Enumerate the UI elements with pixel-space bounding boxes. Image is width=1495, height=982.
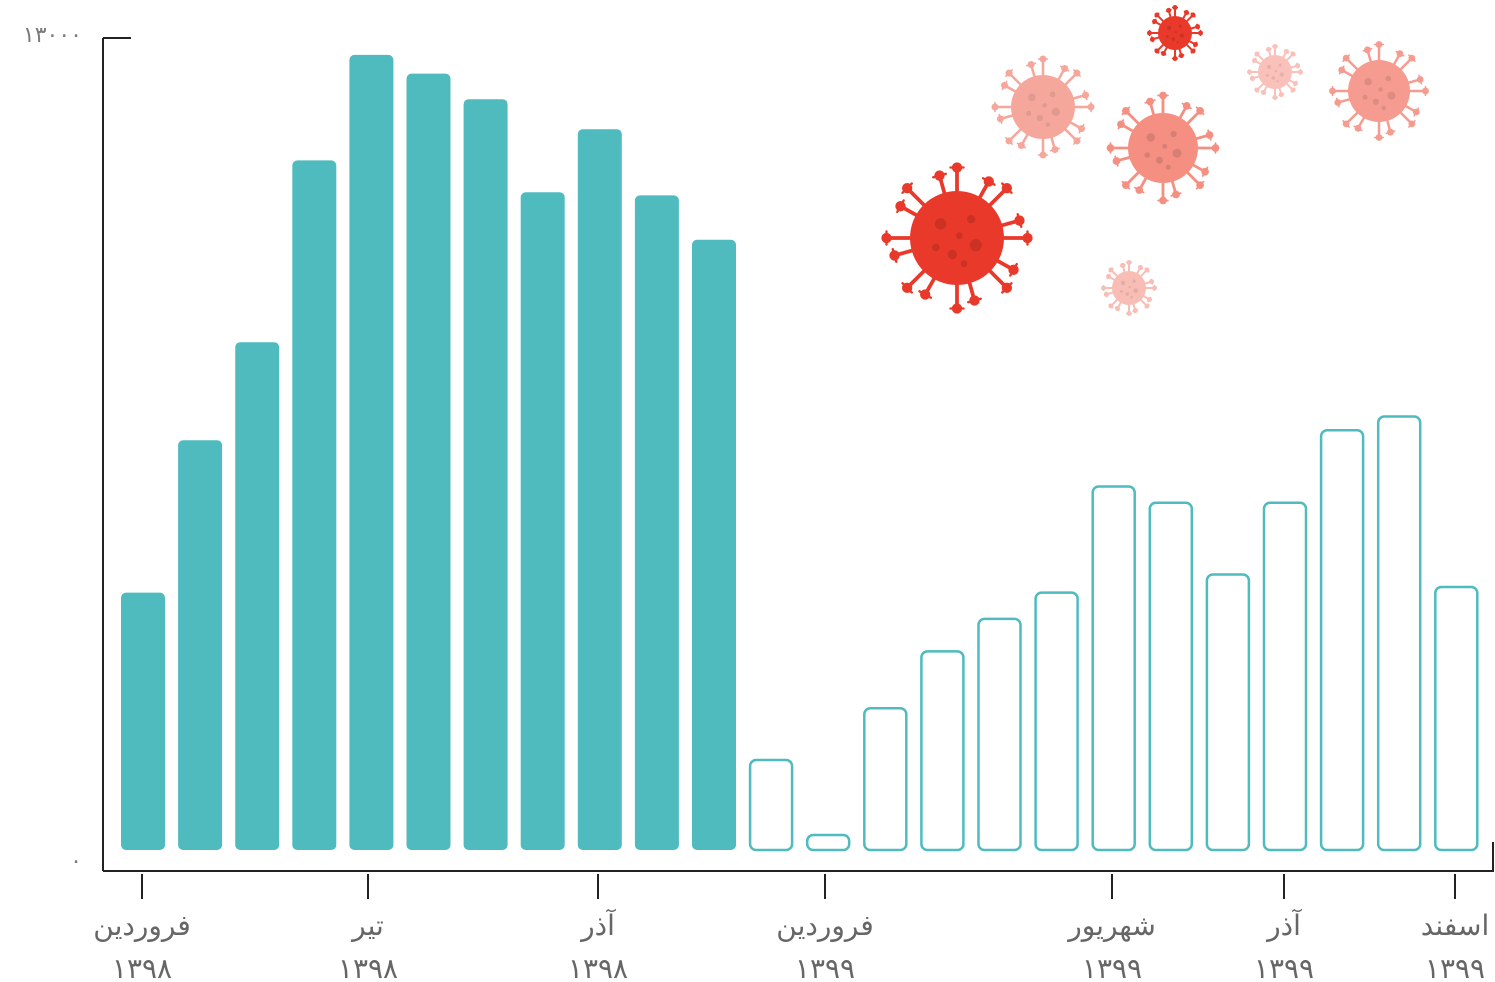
x-tick-label-month: اسفند <box>1421 909 1490 942</box>
virus-decorations <box>881 5 1429 316</box>
bar-filled <box>349 54 394 850</box>
x-tick-label-year: ۱۳۹۸ <box>338 952 398 982</box>
bar-outline <box>1091 485 1136 852</box>
x-tick-label-year: ۱۳۹۹ <box>1425 952 1485 982</box>
x-tick-label-year: ۱۳۹۹ <box>1082 952 1142 982</box>
bar-outline <box>748 758 794 852</box>
bar-outline <box>1205 573 1251 852</box>
bar-filled <box>463 99 508 851</box>
bar-filled <box>577 129 622 850</box>
x-tick-label-month: فروردین <box>93 909 190 942</box>
chart-axes: ۱۳۰۰۰ ۰ <box>23 23 1494 874</box>
bar-filled <box>406 73 451 850</box>
chart-bars <box>121 54 1479 852</box>
bar-outline <box>1376 415 1422 852</box>
bar-outline <box>805 833 851 852</box>
y-tick-label-zero: ۰ <box>70 849 82 874</box>
bar-filled <box>178 440 223 850</box>
virus-icon <box>1147 5 1203 61</box>
bar-outline <box>1262 501 1308 852</box>
x-axis-ticks: فروردین ۱۳۹۸ تیر ۱۳۹۸ آذر ۱۳۹۸ فروردین ۱۳۹۹ شهری… <box>93 874 1489 982</box>
bar-filled <box>634 195 679 850</box>
x-tick-label-month: آذر <box>579 909 616 942</box>
bar-outline <box>1034 591 1079 852</box>
bar-outline <box>1434 585 1479 852</box>
bar-outline <box>863 706 908 852</box>
x-tick-label-year: ۱۳۹۸ <box>568 952 628 982</box>
virus-icon <box>1247 44 1303 100</box>
virus-icon <box>1101 260 1157 316</box>
virus-icon <box>991 55 1095 159</box>
bar-filled <box>121 592 165 850</box>
x-tick-label-month: آذر <box>1265 909 1302 942</box>
x-tick-label-month: شهریور <box>1066 909 1156 942</box>
y-tick-label-max: ۱۳۰۰۰ <box>23 23 82 48</box>
x-tick-label-year: ۱۳۹۸ <box>112 952 172 982</box>
x-tick-label-month: فروردین <box>776 909 873 942</box>
x-tick-label-year: ۱۳۹۹ <box>795 952 855 982</box>
bar-filled <box>692 239 736 851</box>
virus-icon <box>881 162 1033 314</box>
bar-filled <box>520 192 565 850</box>
virus-icon <box>1329 41 1429 141</box>
bar-outline <box>920 650 965 852</box>
x-tick-label-year: ۱۳۹۹ <box>1254 952 1314 982</box>
bar-filled <box>235 342 280 850</box>
bar-outline <box>1148 501 1194 852</box>
bar-outline <box>977 617 1022 852</box>
bar-filled <box>292 160 337 850</box>
bar-outline <box>1319 429 1365 852</box>
x-tick-label-month: تیر <box>350 909 384 942</box>
virus-icon <box>1106 91 1220 205</box>
